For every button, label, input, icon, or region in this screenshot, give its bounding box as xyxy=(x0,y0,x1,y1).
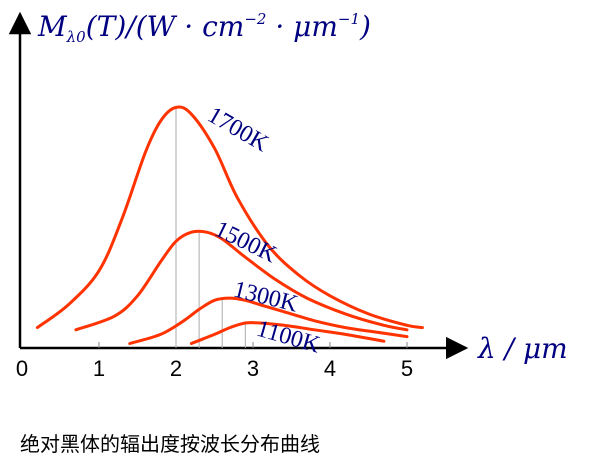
curve-1300k xyxy=(128,296,409,345)
x-tick-label: 2 xyxy=(170,356,182,381)
series-label-1300k: 1300K xyxy=(231,277,301,318)
x-tick-label: 0 xyxy=(16,356,28,381)
x-tick-label: 5 xyxy=(401,356,413,381)
x-tick-label: 1 xyxy=(93,356,105,381)
curve-1500k xyxy=(74,229,409,332)
x-tick-label: 3 xyxy=(247,356,259,381)
y-axis-label: Mλ0(T)/(W · cm−2 · μm−1) xyxy=(37,10,371,46)
curves xyxy=(35,105,424,345)
x-ticks: 0 1 2 3 4 5 xyxy=(16,342,413,381)
series-label-1500k: 1500K xyxy=(210,216,281,268)
chart-caption: 绝对黑体的辐出度按波长分布曲线 xyxy=(20,432,320,456)
x-axis-label: λ / μm xyxy=(477,332,568,365)
curve-1100k xyxy=(189,321,386,345)
peak-guides xyxy=(175,107,246,348)
curve-1700k xyxy=(35,105,424,330)
x-tick-label: 4 xyxy=(324,356,336,381)
series-label-1100k: 1100K xyxy=(254,316,324,359)
